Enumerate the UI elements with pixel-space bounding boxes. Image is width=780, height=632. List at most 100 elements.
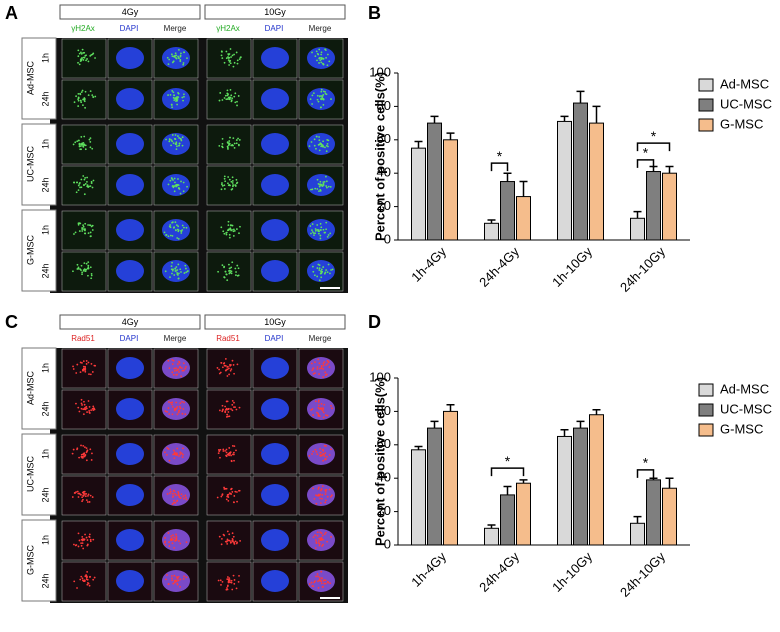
y-tick-label: 0 [384,536,391,551]
focus-dot [320,570,323,573]
focus-dot [326,495,329,498]
focus-dot [226,141,229,144]
bar [443,410,458,546]
focus-dot [179,60,182,63]
focus-dot [319,367,321,370]
focus-dot [227,367,230,370]
focus-dot [325,269,328,271]
focus-dot [168,138,171,141]
focus-dot [175,185,177,188]
focus-dot [230,368,233,371]
focus-dot [310,141,313,143]
focus-dot [330,536,332,538]
bar [516,196,531,241]
focus-dot [185,496,187,499]
focus-dot [82,492,85,495]
group-label: UC-MSC [25,146,35,182]
channel-label: Merge [309,334,332,343]
focus-dot [74,544,77,547]
focus-dot [171,403,173,406]
focus-dot [312,372,315,375]
focus-dot [231,532,234,535]
focus-dot [76,140,79,143]
focus-dot [229,88,232,91]
focus-dot [310,581,313,584]
focus-dot [230,94,233,97]
focus-dot [230,454,232,457]
focus-dot [77,545,80,548]
focus-dot [89,185,92,188]
focus-dot [179,407,182,410]
focus-dot [173,499,175,502]
focus-dot [234,406,236,409]
focus-dot [174,409,176,412]
focus-dot [85,459,88,462]
error-bar [633,515,642,524]
focus-dot [175,266,178,268]
focus-dot [179,585,181,588]
focus-dot [226,413,229,416]
focus-dot [82,360,85,363]
focus-dot [325,150,328,153]
focus-dot [225,454,227,457]
error-bar [430,115,439,124]
focus-dot [168,541,170,543]
focus-dot [170,144,173,147]
focus-dot [92,407,95,410]
focus-dot [218,409,221,412]
focus-dot [238,406,241,409]
focus-dot [78,456,81,459]
focus-dot [77,189,80,191]
focus-dot [177,225,180,228]
focus-dot [77,49,80,52]
focus-dot [228,579,231,581]
focus-dot [176,447,179,450]
focus-dot [318,57,321,59]
focus-dot [320,98,322,101]
focus-dot [322,93,325,96]
error-bar [503,485,512,495]
focus-dot [172,582,175,585]
focus-dot [223,534,226,537]
focus-dot [91,496,94,498]
focus-dot [225,232,228,234]
focus-dot [90,274,93,277]
focus-dot [222,448,225,451]
focus-dot [229,271,232,274]
focus-dot [175,373,178,376]
dose-header [204,314,346,330]
focus-dot [232,451,235,454]
focus-dot [324,499,327,502]
focus-dot [223,362,226,364]
focus-dot [163,451,166,454]
focus-dot [92,578,95,581]
channel-label: DAPI [265,334,284,343]
focus-dot [88,409,91,412]
focus-dot [235,139,238,141]
focus-dot [323,582,326,585]
x-tick-label: 24h-4Gy [476,549,522,595]
legend-label: UC-MSC [720,96,772,111]
focus-dot [171,579,174,582]
focus-dot [329,582,332,585]
focus-dot [168,58,171,61]
focus-dot [234,490,237,493]
nucleus [116,47,144,69]
focus-dot [94,95,97,98]
focus-dot [316,368,319,370]
focus-dot [226,400,229,403]
focus-dot [86,267,89,270]
focus-dot [88,584,91,587]
focus-dot [86,539,89,541]
focus-dot [223,61,226,64]
focus-dot [174,539,177,542]
focus-dot [75,402,77,405]
significance-bracket [490,162,509,172]
focus-dot [309,225,312,227]
focus-dot [79,60,82,62]
focus-dot [330,448,332,451]
focus-dot [72,270,74,273]
focus-dot [82,547,85,550]
focus-dot [177,238,180,240]
focus-dot [234,185,237,187]
